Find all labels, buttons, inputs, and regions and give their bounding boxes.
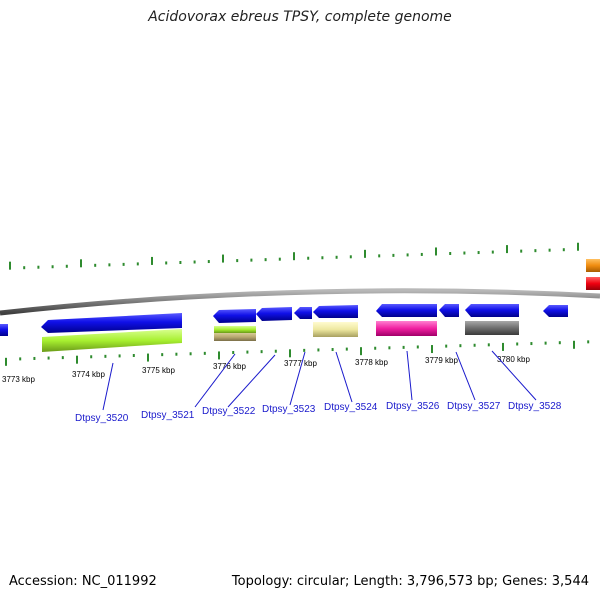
gene-arrow-dtpsy-3524a[interactable] [294, 307, 312, 319]
cog-track [42, 259, 600, 352]
gene-label-dtpsy-3523[interactable]: Dtpsy_3523 [262, 404, 316, 415]
cog-block-green[interactable] [214, 326, 256, 333]
cog-block-orange[interactable] [586, 259, 600, 272]
map-title: Acidovorax ebreus TPSY, complete genome [148, 9, 452, 25]
gene-arrow[interactable] [0, 324, 8, 336]
ruler-label: 3774 kbp [72, 370, 105, 379]
label-leaders [102, 350, 537, 411]
gene-arrow-dtpsy-3526[interactable] [376, 304, 437, 317]
ruler-label: 3779 kbp [425, 356, 458, 365]
gene-label-dtpsy-3524[interactable]: Dtpsy_3524 [324, 402, 378, 413]
inner-tick-row [5, 340, 590, 366]
gene-label-dtpsy-3527[interactable]: Dtpsy_3527 [447, 401, 501, 412]
cog-block-green[interactable] [42, 329, 182, 352]
ruler-label: 3780 kbp [497, 355, 530, 364]
gene-arrow[interactable] [543, 305, 568, 317]
ruler-label: 3775 kbp [142, 366, 175, 375]
gene-label-dtpsy-3526[interactable]: Dtpsy_3526 [386, 401, 440, 412]
gene-arrow-dtpsy-3523[interactable] [256, 307, 292, 321]
gene-track [0, 304, 568, 336]
gene-arrow-dtpsy-3524[interactable] [313, 305, 358, 318]
gene-arrow-dtpsy-3528[interactable] [465, 304, 519, 317]
accession-text: Accession: NC_011992 [9, 574, 157, 589]
ruler-label: 3776 kbp [213, 362, 246, 371]
gene-label-dtpsy-3528[interactable]: Dtpsy_3528 [508, 401, 562, 412]
topology-text: Topology: circular; Length: 3,796,573 bp… [231, 574, 589, 589]
cog-block-red[interactable] [586, 277, 600, 290]
genome-backbone [0, 288, 600, 316]
cog-block-olive[interactable] [214, 333, 256, 341]
gene-arrow-dtpsy-3527[interactable] [439, 304, 459, 317]
gene-label-dtpsy-3520[interactable]: Dtpsy_3520 [75, 413, 129, 424]
ruler-label: 3777 kbp [284, 359, 317, 368]
cog-block-gray[interactable] [465, 321, 519, 335]
outer-tick-row [9, 242, 579, 270]
cog-block-khaki[interactable] [313, 322, 358, 337]
gene-label-dtpsy-3522[interactable]: Dtpsy_3522 [202, 406, 256, 417]
gene-arrow-dtpsy-3522[interactable] [213, 309, 256, 323]
gene-arrow-dtpsy-3520[interactable] [41, 313, 182, 333]
ruler-label: 3773 kbp [2, 375, 35, 384]
gene-label-dtpsy-3521[interactable]: Dtpsy_3521 [141, 410, 195, 421]
cog-block-pink[interactable] [376, 321, 437, 336]
ruler-label: 3778 kbp [355, 358, 388, 367]
